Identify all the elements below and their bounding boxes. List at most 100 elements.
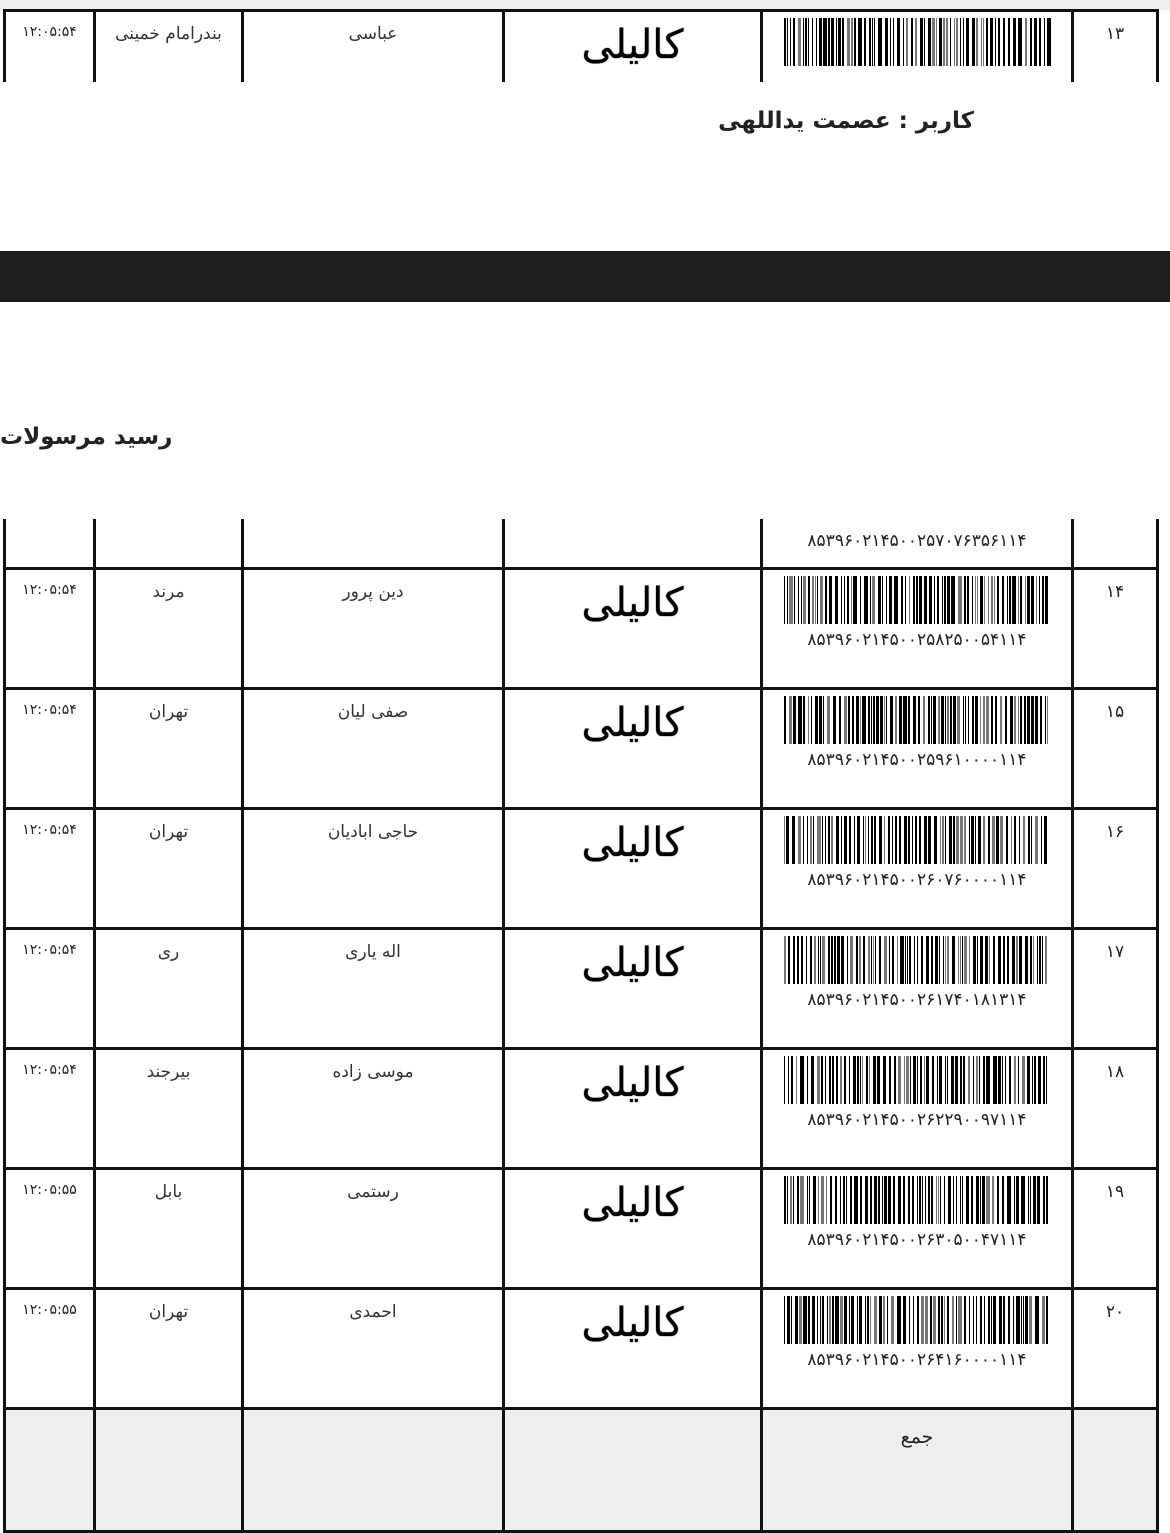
barcode-bar: [1018, 1056, 1019, 1104]
barcode-bar: [810, 936, 812, 984]
barcode-bar: [925, 1176, 926, 1224]
barcode-bar: [840, 1056, 842, 1104]
barcode-bar: [818, 1176, 819, 1224]
barcode-bar: [869, 1056, 870, 1104]
barcode-bar: [854, 1176, 858, 1224]
barcode-bar: [835, 1176, 837, 1224]
barcode-bar: [933, 1296, 936, 1344]
barcode-bar: [801, 576, 802, 624]
barcode-bar: [821, 1056, 823, 1104]
barcode-bar: [919, 816, 921, 864]
carrier-cell: کالیلی: [502, 1287, 763, 1410]
barcode-bar: [784, 696, 786, 744]
barcode-bar: [1046, 1296, 1048, 1344]
barcode-bar: [933, 696, 936, 744]
barcode-bar: [988, 1296, 990, 1344]
barcode-bar: [1013, 1296, 1014, 1344]
barcode-bar: [856, 696, 859, 744]
barcode-bar: [1027, 1056, 1030, 1104]
barcode-bar: [1047, 18, 1051, 66]
barcode-bar: [849, 816, 851, 864]
barcode-bar: [876, 696, 879, 744]
barcode-bar: [909, 576, 910, 624]
barcode-bar: [1043, 1056, 1045, 1104]
barcode-bar: [1033, 1176, 1036, 1224]
time-cell: ۱۲:۰۵:۵۴: [3, 687, 96, 810]
barcode-bar: [805, 18, 807, 66]
barcode-bar: [976, 1176, 979, 1224]
barcode-bar: [852, 696, 854, 744]
barcode-bar: [976, 1296, 977, 1344]
barcode-bar: [921, 936, 923, 984]
total-cell: [3, 1407, 96, 1533]
total-cell: [1071, 1407, 1159, 1533]
barcode-bar: [924, 1056, 925, 1104]
city-cell: ری: [93, 927, 244, 1050]
barcode-bar: [983, 1056, 985, 1104]
barcode-bar: [941, 1296, 943, 1344]
barcode-bar: [1009, 1056, 1011, 1104]
barcode-bar: [854, 18, 856, 66]
barcode-bar: [934, 816, 937, 864]
barcode-bar: [913, 696, 916, 744]
barcode-bar: [945, 936, 946, 984]
page-title: رسید مرسولات: [0, 424, 173, 450]
barcode-bar: [1027, 696, 1030, 744]
barcode-bar: [894, 576, 898, 624]
name-cell: موسی زاده: [241, 1047, 505, 1170]
barcode-cell: ۸۵۳۹۶۰۲۱۴۵۰۰۲۵۸۲۵۰۰۵۴۱۱۴: [760, 567, 1074, 690]
barcode-bar: [972, 576, 973, 624]
barcode-bar: [793, 18, 795, 66]
barcode-bar: [943, 18, 945, 66]
barcode-bar: [947, 1296, 949, 1344]
barcode-bar: [1023, 1296, 1024, 1344]
row-number: ۲۰: [1071, 1287, 1159, 1410]
barcode-bar: [820, 936, 821, 984]
barcode-bar: [947, 696, 949, 744]
barcode-bar: [951, 1056, 954, 1104]
barcode-bar: [1042, 936, 1043, 984]
barcode-bar: [844, 696, 847, 744]
barcode-bar: [808, 576, 810, 624]
barcode-bar: [796, 1056, 797, 1104]
barcode-bar: [798, 816, 801, 864]
barcode-bar: [962, 936, 963, 984]
barcode-bar: [864, 18, 866, 66]
barcode-bar: [809, 1176, 810, 1224]
barcode-bar: [924, 18, 925, 66]
barcode-bar: [956, 1296, 957, 1344]
barcode-bar: [934, 576, 935, 624]
barcode-bar: [784, 816, 785, 864]
barcode-bar: [895, 696, 897, 744]
barcode-bar: [835, 576, 838, 624]
barcode-bar: [913, 1056, 916, 1104]
barcode-bar: [829, 1296, 831, 1344]
barcode-bar: [928, 1176, 930, 1224]
barcode-bar: [864, 576, 868, 624]
barcode-bar: [993, 1056, 997, 1104]
barcode-bar: [939, 18, 942, 66]
barcode-bar: [867, 1296, 869, 1344]
barcode-bar: [1042, 1296, 1045, 1344]
barcode-bar: [947, 936, 949, 984]
barcode-bar: [980, 696, 981, 744]
barcode-bar: [1014, 696, 1016, 744]
barcode-bar: [866, 1056, 868, 1104]
barcode-bar: [903, 696, 907, 744]
barcode-bar: [837, 936, 840, 984]
barcode-bar: [830, 1176, 832, 1224]
barcode-bar: [883, 1296, 885, 1344]
barcode-bar: [975, 816, 976, 864]
barcode-bar: [988, 816, 990, 864]
barcode-bar: [924, 816, 927, 864]
barcode-bar: [873, 696, 875, 744]
barcode-bar: [870, 1176, 872, 1224]
barcode-bar: [911, 18, 913, 66]
barcode-bar: [1007, 576, 1008, 624]
barcode-number: ۸۵۳۹۶۰۲۱۴۵۰۰۲۶۴۱۶۰۰۰۰۱۱۴: [807, 1350, 1027, 1370]
barcode-bar: [960, 936, 961, 984]
time-cell: ۱۲:۰۵:۵۴: [3, 927, 96, 1050]
barcode-cell: ۸۵۳۹۶۰۲۱۴۵۰۰۲۶۴۱۶۰۰۰۰۱۱۴: [760, 1287, 1074, 1410]
barcode-bar: [958, 1296, 962, 1344]
barcode-bar: [917, 936, 918, 984]
